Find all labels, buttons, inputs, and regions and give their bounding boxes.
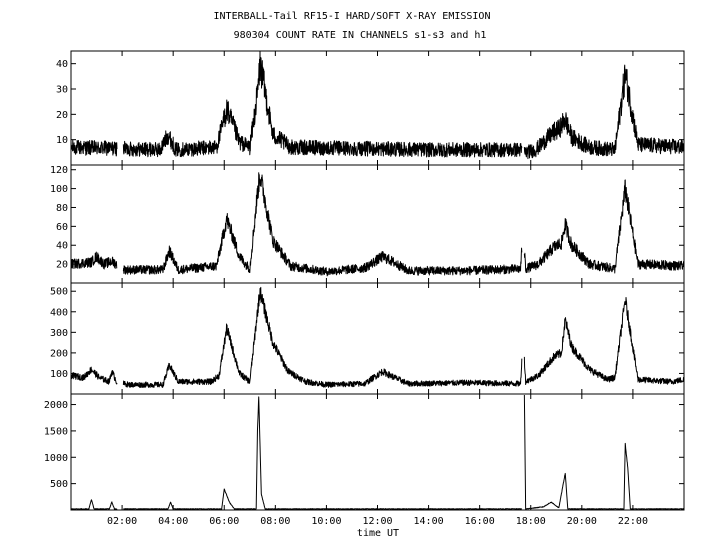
y-tick-label: 40 [56,59,68,70]
y-tick-label: 2000 [44,400,68,411]
panel-3: 100 200 300 400 500 [50,282,685,395]
x-tick-label: 16:00 [465,516,495,527]
x-tick-label: 20:00 [567,516,597,527]
y-tick-label: 500 [50,479,68,490]
y-tick-label: 80 [56,203,68,214]
y-tick-label: 20 [56,110,68,121]
y-tick-label: 100 [50,369,68,380]
y-tick-label: 20 [56,260,68,271]
panel-2: 20 40 60 80 100 120 [50,164,685,284]
chart-panels: 1020304020406080100120100200300400500500… [44,50,685,511]
x-axis: 02:00 04:00 06:00 08:00 10:00 12:00 14:00 16:00… [107,516,648,527]
y-tick-label: 40 [56,241,68,252]
series-trace-3 [70,286,685,388]
x-tick-label: 04:00 [158,516,188,527]
y-tick-label: 30 [56,85,68,96]
y-tick-label: 500 [50,287,68,298]
y-tick-label: 120 [50,165,68,176]
y-tick-label: 300 [50,328,68,339]
y-tick-label: 100 [50,184,68,195]
x-tick-label: 18:00 [516,516,546,527]
panel-1: 10 20 30 40 [56,50,685,166]
x-tick-label: 06:00 [209,516,239,527]
series-trace-1 [70,50,685,160]
x-tick-label: 10:00 [311,516,341,527]
series-trace-4 [70,394,685,510]
chart-title: INTERBALL-Tail RF15-I HARD/SOFT X-RAY EM… [214,11,491,22]
panel-4: 500 1000 1500 2000 [44,393,685,511]
x-axis-label: time UT [357,528,399,539]
x-tick-label: 02:00 [107,516,137,527]
x-tick-label: 08:00 [260,516,290,527]
panel-frame [70,393,685,511]
x-tick-label: 14:00 [414,516,444,527]
y-tick-label: 60 [56,222,68,233]
y-tick-label: 1500 [44,426,68,437]
y-tick-label: 10 [56,135,68,146]
y-tick-label: 200 [50,348,68,359]
y-tick-label: 1000 [44,453,68,464]
chart-subtitle: 980304 COUNT RATE IN CHANNELS s1-s3 and … [234,30,487,41]
x-tick-label: 22:00 [618,516,648,527]
x-tick-label: 12:00 [362,516,392,527]
series-trace-2 [70,172,685,277]
y-tick-label: 400 [50,307,68,318]
